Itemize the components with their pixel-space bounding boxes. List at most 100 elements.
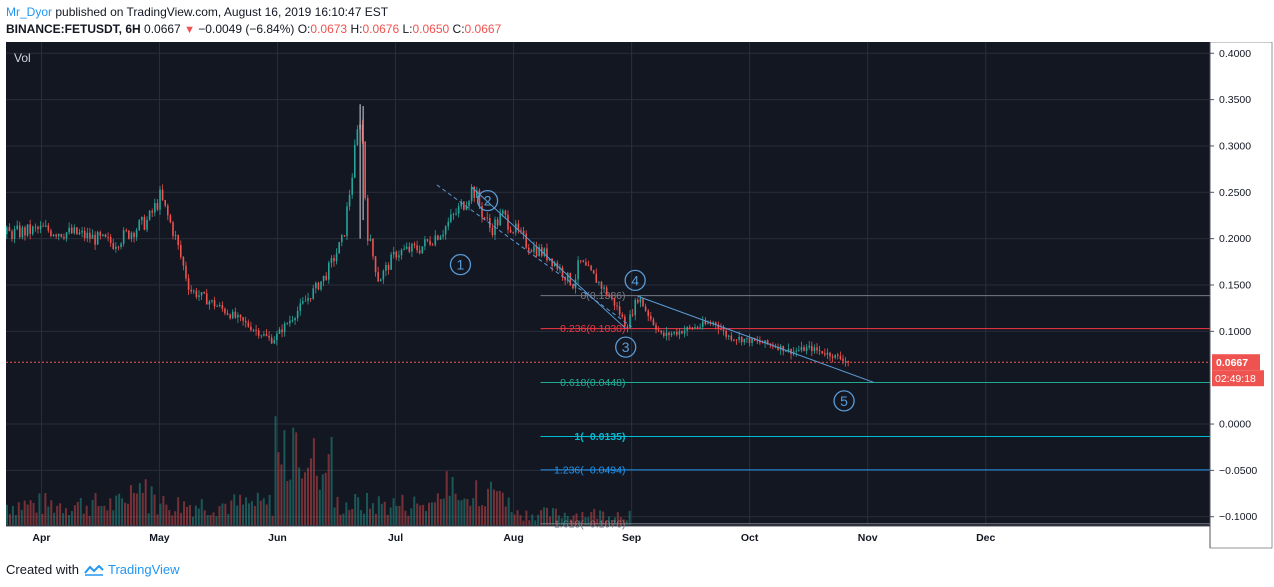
volume-bar bbox=[8, 514, 11, 525]
y-tick-label: 0.4000 bbox=[1219, 48, 1251, 60]
time-axis[interactable] bbox=[6, 526, 1210, 548]
volume-bar bbox=[197, 508, 200, 525]
volume-bar bbox=[433, 502, 436, 525]
candle-body bbox=[603, 287, 605, 289]
volume-bar bbox=[14, 515, 17, 525]
volume-bar bbox=[534, 520, 537, 525]
candle-body bbox=[730, 335, 733, 340]
candle-body bbox=[226, 313, 229, 315]
candle-body bbox=[621, 314, 624, 317]
candle-body bbox=[83, 230, 86, 239]
volume-bar bbox=[475, 480, 478, 525]
volume-bar bbox=[554, 508, 557, 525]
change-text: −0.0049 (−6.84%) bbox=[198, 22, 295, 36]
volume-bar bbox=[368, 508, 371, 525]
candle-body bbox=[722, 329, 725, 331]
volume-bar bbox=[551, 508, 554, 525]
volume-bar bbox=[501, 492, 504, 525]
candle-body bbox=[296, 310, 299, 319]
candle-body bbox=[424, 239, 426, 247]
candle-body bbox=[572, 284, 574, 289]
candle-body bbox=[460, 201, 463, 207]
volume-bar bbox=[109, 498, 112, 525]
candle-body bbox=[205, 293, 208, 305]
volume-bar bbox=[73, 505, 76, 525]
candle-body bbox=[655, 324, 657, 330]
volume-bar bbox=[65, 508, 68, 525]
candle-body bbox=[120, 243, 122, 248]
author-link[interactable]: Mr_Dyor bbox=[6, 5, 53, 19]
price-chart[interactable]: 0.4000 0.3500 0.3000 0.2500 0.2000 0.1500 0.10… bbox=[0, 42, 1274, 550]
volume-bar bbox=[377, 496, 380, 525]
volume-bar bbox=[106, 510, 109, 525]
published-text: published on TradingView.com, August 16,… bbox=[55, 5, 389, 19]
volume-bar bbox=[599, 510, 602, 525]
candle-body bbox=[156, 203, 159, 210]
volume-bar bbox=[227, 513, 230, 525]
candle-body bbox=[400, 249, 403, 256]
candle-body bbox=[701, 321, 704, 327]
volume-bar bbox=[289, 479, 292, 525]
candle-body bbox=[546, 248, 548, 261]
volume-bar bbox=[357, 497, 360, 525]
candle-body bbox=[751, 338, 753, 343]
candle-body bbox=[338, 242, 340, 254]
candle-body bbox=[707, 323, 709, 324]
candle-body bbox=[450, 214, 452, 222]
high-label: H: bbox=[350, 22, 363, 36]
candle-body bbox=[392, 251, 395, 255]
volume-bar bbox=[141, 492, 144, 525]
volume-bar bbox=[419, 505, 422, 525]
x-tick-label: Oct bbox=[741, 532, 759, 544]
open-label: O: bbox=[297, 22, 311, 36]
candle-body bbox=[834, 354, 836, 358]
candle-body bbox=[673, 331, 675, 334]
candle-body bbox=[151, 210, 154, 213]
volume-bar bbox=[26, 504, 29, 525]
volume-bar bbox=[283, 430, 286, 525]
volume-bar bbox=[23, 500, 26, 525]
candle-body bbox=[203, 292, 205, 294]
volume-bar bbox=[315, 475, 318, 525]
candle-body bbox=[398, 255, 400, 258]
candle-body bbox=[735, 339, 738, 341]
candle-body bbox=[740, 336, 743, 343]
countdown-tag bbox=[1212, 370, 1264, 387]
volume-bar bbox=[575, 513, 578, 525]
candle-body bbox=[798, 350, 800, 352]
candle-body bbox=[122, 230, 125, 244]
volume-bar bbox=[171, 515, 174, 525]
symbol-legend: BINANCE:FETUSDT, 6H 0.0667 ▼ −0.0049 (−6… bbox=[6, 22, 501, 36]
volume-bar bbox=[416, 503, 419, 525]
volume-bar bbox=[324, 472, 327, 525]
candle-body bbox=[663, 332, 665, 336]
candle-body bbox=[442, 234, 444, 237]
volume-bar bbox=[602, 511, 605, 525]
fib-level-label: 1.618(−0.1076) bbox=[554, 518, 626, 530]
candle-body bbox=[89, 232, 91, 239]
candle-body bbox=[130, 232, 133, 239]
candle-body bbox=[507, 214, 509, 230]
brand-link[interactable]: TradingView bbox=[107, 562, 180, 577]
candle-body bbox=[486, 217, 489, 219]
volume-bar bbox=[62, 513, 65, 525]
candle-body bbox=[190, 289, 192, 292]
candle-body bbox=[289, 320, 291, 324]
volume-bar bbox=[363, 513, 366, 525]
candle-body bbox=[39, 225, 42, 229]
volume-bar bbox=[351, 508, 354, 525]
candle-body bbox=[634, 299, 637, 316]
volume-bar bbox=[572, 515, 575, 525]
candle-body bbox=[717, 324, 720, 329]
candle-body bbox=[813, 347, 816, 352]
price-axis[interactable] bbox=[1209, 42, 1273, 549]
candle-body bbox=[520, 230, 522, 232]
candle-body bbox=[543, 248, 546, 256]
last-price-text: 0.0667 bbox=[144, 22, 181, 36]
candle-body bbox=[590, 265, 592, 271]
candle-body bbox=[683, 330, 686, 334]
candle-body bbox=[808, 345, 811, 348]
volume-bar bbox=[395, 505, 398, 525]
candle-body bbox=[385, 265, 387, 271]
volume-bar bbox=[11, 505, 14, 525]
